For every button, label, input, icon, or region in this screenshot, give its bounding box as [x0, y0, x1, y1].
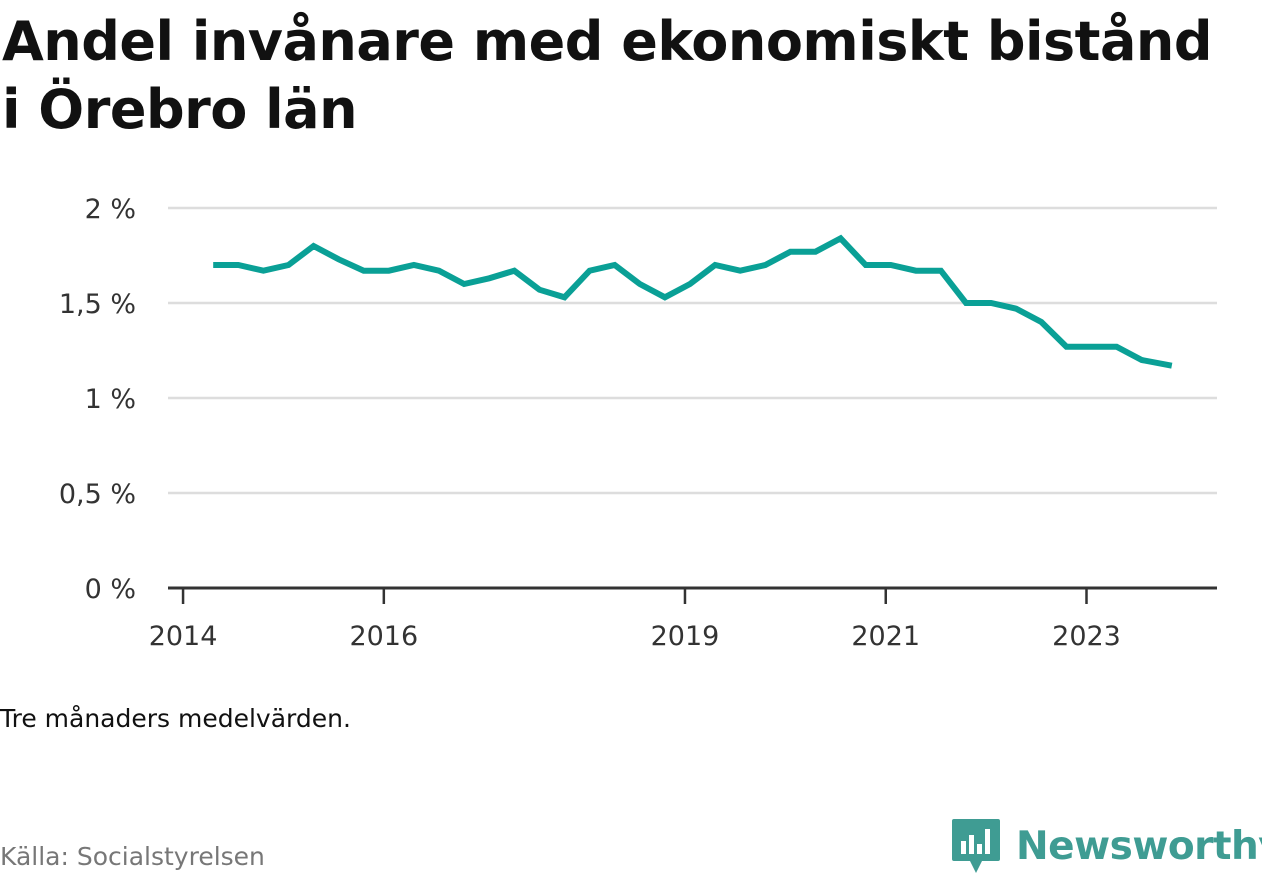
data-point — [411, 262, 417, 268]
x-axis: 2014 2016 2019 2021 2023 — [149, 586, 1217, 652]
data-point — [612, 262, 618, 268]
data-point — [436, 268, 442, 274]
data-point — [812, 249, 818, 255]
newsworthy-logo-icon — [952, 819, 1000, 873]
data-point — [311, 243, 317, 249]
data-point — [1139, 357, 1145, 363]
data-point — [762, 262, 768, 268]
data-point — [260, 268, 266, 274]
brand-logo[interactable]: Newsworthy — [950, 818, 1262, 874]
series-line — [213, 234, 1173, 369]
data-point — [913, 268, 919, 274]
x-tick-label: 2023 — [1052, 621, 1121, 652]
data-point — [687, 281, 693, 287]
data-point — [1089, 344, 1095, 350]
series-layer — [210, 234, 1175, 369]
grid-lines — [168, 206, 1217, 495]
y-tick-label: 0 % — [85, 574, 136, 605]
data-point — [712, 262, 718, 268]
brand-name: Newsworthy — [1016, 823, 1262, 869]
data-point — [662, 294, 668, 300]
data-point — [863, 262, 869, 268]
data-point — [1013, 306, 1019, 312]
data-point — [386, 268, 392, 274]
data-point — [938, 268, 944, 274]
data-point — [1038, 319, 1044, 325]
data-point — [461, 281, 467, 287]
data-point — [285, 262, 291, 268]
data-point — [637, 281, 643, 287]
y-tick-label: 1 % — [85, 384, 136, 415]
data-point — [511, 268, 517, 274]
data-point — [1169, 363, 1175, 369]
chart-note: Tre månaders medelvärden. — [0, 704, 351, 733]
data-point — [486, 275, 492, 281]
y-tick-label: 1,5 % — [59, 289, 136, 320]
y-tick-label: 0,5 % — [59, 479, 136, 510]
data-point — [888, 262, 894, 268]
data-point — [963, 300, 969, 306]
data-point — [737, 268, 743, 274]
x-tick-label: 2014 — [149, 621, 218, 652]
data-point — [1114, 344, 1120, 350]
data-point — [562, 294, 568, 300]
data-point — [1063, 344, 1069, 350]
data-point — [235, 262, 241, 268]
data-point — [587, 268, 593, 274]
x-tick-label: 2019 — [651, 621, 720, 652]
y-tick-label: 2 % — [85, 194, 136, 225]
y-axis-ticks: 0 % 0,5 % 1 % 1,5 % 2 % — [59, 194, 136, 605]
data-point — [838, 235, 844, 241]
data-point — [336, 256, 342, 262]
chart-title: Andel invånare med ekonomiskt bistånd i … — [2, 10, 1213, 141]
data-point — [988, 300, 994, 306]
source-text: Källa: Socialstyrelsen — [0, 842, 265, 871]
data-point — [361, 268, 367, 274]
data-point — [210, 262, 216, 268]
x-tick-label: 2021 — [851, 621, 920, 652]
x-tick-label: 2016 — [349, 621, 418, 652]
data-point — [536, 287, 542, 293]
data-point — [787, 249, 793, 255]
